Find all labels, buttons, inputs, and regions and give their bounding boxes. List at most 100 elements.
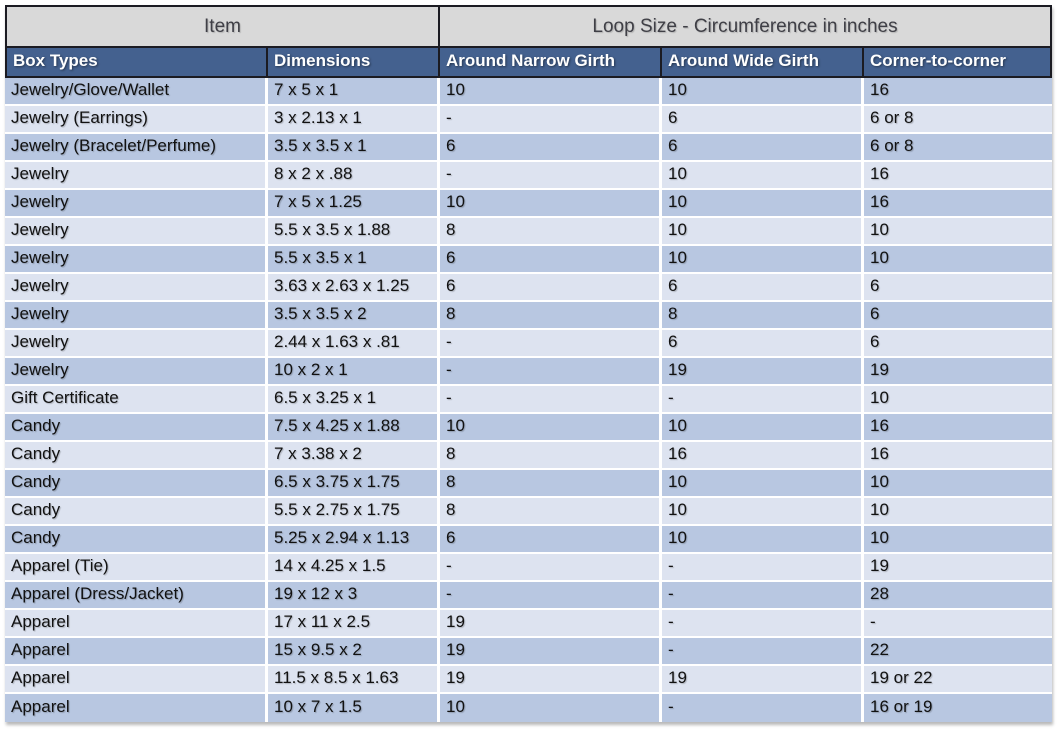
cell-wide-girth: 6	[662, 274, 865, 302]
table-row: Apparel 15 x 9.5 x 2 19-22	[5, 638, 1053, 666]
cell-wide-girth: 19	[662, 358, 865, 386]
table-row: Apparel (Dress/Jacket) 19 x 12 x 3- -28	[5, 582, 1053, 610]
column-header-corner-to-corner: Corner-to-corner	[864, 48, 1053, 78]
cell-corner-to-corner: 6 or 8	[864, 134, 1053, 162]
cell-narrow-girth: 6	[440, 246, 663, 274]
cell-narrow-girth: 8	[440, 218, 663, 246]
cell-wide-girth: 8	[662, 302, 865, 330]
box-loop-size-table: Item Loop Size - Circumference in inches…	[5, 5, 1053, 722]
table-row: Apparel 11.5 x 8.5 x 1.63 19 19 19 or 22	[5, 666, 1053, 694]
cell-corner-to-corner: 16	[864, 442, 1053, 470]
cell-wide-girth: 6	[662, 134, 865, 162]
cell-corner-to-corner: 16	[864, 78, 1053, 106]
loop-size-group-header: Loop Size - Circumference in inches	[440, 5, 1053, 48]
cell-dimensions: 7 x 5 x 1.25	[268, 190, 441, 218]
cell-dimensions: 5.5 x 3.5 x 1	[268, 246, 441, 274]
cell-box-type: Jewelry	[5, 330, 268, 358]
cell-dimensions: 5.5 x 3.5 x 1.88	[268, 218, 441, 246]
box-loop-size-table-container: Item Loop Size - Circumference in inches…	[5, 5, 1053, 722]
cell-corner-to-corner: 16	[864, 414, 1053, 442]
cell-corner-to-corner: 16	[864, 190, 1053, 218]
cell-box-type: Jewelry (Earrings)	[5, 106, 268, 134]
cell-corner-to-corner: 10	[864, 526, 1053, 554]
column-header-box-types: Box Types	[5, 48, 268, 78]
cell-corner-to-corner: 10	[864, 246, 1053, 274]
cell-wide-girth: 10	[662, 526, 865, 554]
cell-corner-to-corner: 19 or 22	[864, 666, 1053, 694]
cell-box-type: Apparel (Dress/Jacket)	[5, 582, 268, 610]
cell-dimensions: 7 x 5 x 1	[268, 78, 441, 106]
cell-dimensions: 8 x 2 x .88	[268, 162, 441, 190]
cell-narrow-girth: 6	[440, 526, 663, 554]
cell-narrow-girth: -	[440, 330, 663, 358]
cell-wide-girth: -	[662, 386, 865, 414]
cell-box-type: Gift Certificate	[5, 386, 268, 414]
cell-box-type: Jewelry (Bracelet/Perfume)	[5, 134, 268, 162]
cell-corner-to-corner: 10	[864, 470, 1053, 498]
cell-dimensions: 5.5 x 2.75 x 1.75	[268, 498, 441, 526]
merged-header-row: Item Loop Size - Circumference in inches	[5, 5, 1053, 48]
table-row: Candy 5.5 x 2.75 x 1.75 8 10 10	[5, 498, 1053, 526]
table-row: Jewelry 7 x 5 x 1.25 10 10 16	[5, 190, 1053, 218]
cell-corner-to-corner: 19	[864, 358, 1053, 386]
table-row: Jewelry 8 x 2 x .88-10 16	[5, 162, 1053, 190]
table-row: Apparel 10 x 7 x 1.5 10-16 or 19	[5, 694, 1053, 722]
cell-wide-girth: 19	[662, 666, 865, 694]
cell-box-type: Jewelry	[5, 190, 268, 218]
cell-narrow-girth: 19	[440, 666, 663, 694]
cell-box-type: Jewelry	[5, 218, 268, 246]
cell-narrow-girth: -	[440, 358, 663, 386]
item-group-header: Item	[5, 5, 441, 48]
cell-box-type: Candy	[5, 526, 268, 554]
cell-box-type: Jewelry	[5, 246, 268, 274]
cell-narrow-girth: 6	[440, 134, 663, 162]
cell-box-type: Candy	[5, 414, 268, 442]
cell-corner-to-corner: 10	[864, 386, 1053, 414]
cell-dimensions: 6.5 x 3.75 x 1.75	[268, 470, 441, 498]
cell-wide-girth: 10	[662, 246, 865, 274]
cell-corner-to-corner: 22	[864, 638, 1053, 666]
table-row: Jewelry 2.44 x 1.63 x .81-6 6	[5, 330, 1053, 358]
cell-wide-girth: 10	[662, 470, 865, 498]
cell-wide-girth: 10	[662, 78, 865, 106]
cell-wide-girth: -	[662, 638, 865, 666]
cell-box-type: Jewelry/Glove/Wallet	[5, 78, 268, 106]
table-row: Apparel 17 x 11 x 2.5 19- -	[5, 610, 1053, 638]
cell-dimensions: 15 x 9.5 x 2	[268, 638, 441, 666]
cell-dimensions: 6.5 x 3.25 x 1	[268, 386, 441, 414]
cell-dimensions: 7.5 x 4.25 x 1.88	[268, 414, 441, 442]
cell-corner-to-corner: 10	[864, 218, 1053, 246]
cell-narrow-girth: -	[440, 582, 663, 610]
cell-narrow-girth: -	[440, 554, 663, 582]
cell-dimensions: 14 x 4.25 x 1.5	[268, 554, 441, 582]
cell-narrow-girth: 19	[440, 610, 663, 638]
table-row: Jewelry 5.5 x 3.5 x 1 6 10 10	[5, 246, 1053, 274]
cell-dimensions: 3 x 2.13 x 1	[268, 106, 441, 134]
table-row: Candy 5.25 x 2.94 x 1.13 6 10 10	[5, 526, 1053, 554]
cell-box-type: Candy	[5, 470, 268, 498]
cell-dimensions: 17 x 11 x 2.5	[268, 610, 441, 638]
cell-wide-girth: -	[662, 554, 865, 582]
cell-corner-to-corner: 28	[864, 582, 1053, 610]
cell-corner-to-corner: 16	[864, 162, 1053, 190]
cell-narrow-girth: -	[440, 386, 663, 414]
cell-wide-girth: 10	[662, 414, 865, 442]
table-row: Candy 6.5 x 3.75 x 1.75 8 10 10	[5, 470, 1053, 498]
column-header-wide-girth: Around Wide Girth	[662, 48, 865, 78]
table-body: Jewelry/Glove/Wallet 7 x 5 x 1 10 10 16 Jewel…	[5, 78, 1053, 722]
cell-dimensions: 3.5 x 3.5 x 1	[268, 134, 441, 162]
cell-narrow-girth: 10	[440, 694, 663, 722]
cell-narrow-girth: 19	[440, 638, 663, 666]
cell-narrow-girth: -	[440, 162, 663, 190]
cell-box-type: Candy	[5, 498, 268, 526]
cell-wide-girth: -	[662, 610, 865, 638]
cell-dimensions: 11.5 x 8.5 x 1.63	[268, 666, 441, 694]
cell-box-type: Candy	[5, 442, 268, 470]
column-header-row: Box Types Dimensions Around Narrow Girth…	[5, 48, 1053, 78]
cell-corner-to-corner: -	[864, 610, 1053, 638]
column-header-dimensions: Dimensions	[268, 48, 441, 78]
table-row: Jewelry 5.5 x 3.5 x 1.88 8 10 10	[5, 218, 1053, 246]
cell-narrow-girth: 10	[440, 414, 663, 442]
column-header-narrow-girth: Around Narrow Girth	[440, 48, 663, 78]
cell-dimensions: 5.25 x 2.94 x 1.13	[268, 526, 441, 554]
